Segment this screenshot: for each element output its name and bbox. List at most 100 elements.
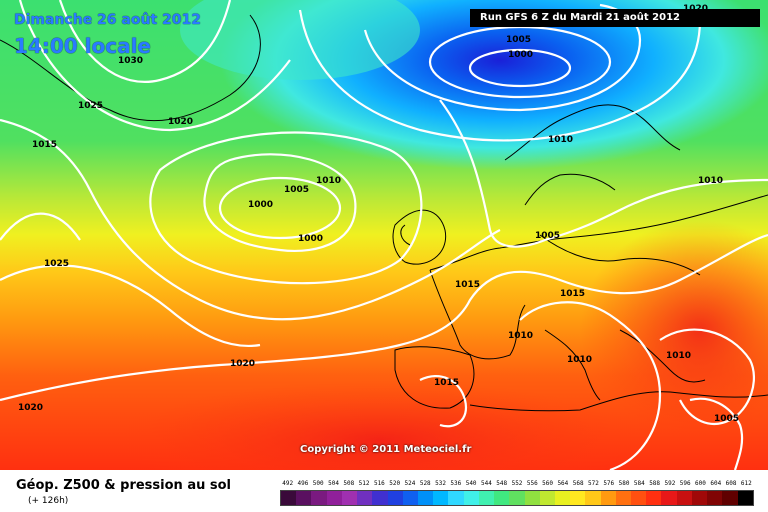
scale-swatch <box>494 491 510 505</box>
isobar-label: 1015 <box>560 289 585 299</box>
scale-value: 584 <box>633 480 645 487</box>
scale-value: 544 <box>480 480 492 487</box>
map-canvas: 1030 1025 1020 1015 1025 1020 1020 1005 … <box>0 0 768 470</box>
isobar-label: 1015 <box>455 280 480 290</box>
scale-value: 520 <box>389 480 401 487</box>
scale-swatch <box>448 491 464 505</box>
scale-swatch <box>585 491 601 505</box>
scale-value: 552 <box>511 480 523 487</box>
scale-value: 564 <box>557 480 569 487</box>
scale-value: 576 <box>603 480 615 487</box>
scale-value: 500 <box>312 480 324 487</box>
scale-swatch <box>554 491 571 505</box>
forecast-date: Dimanche 26 août 2012 <box>14 12 201 28</box>
isobar-label: 1005 <box>506 35 531 45</box>
isobar-label: 1020 <box>168 117 193 127</box>
warm-core-south <box>120 380 640 470</box>
scale-swatch <box>737 491 753 505</box>
scale-swatch <box>296 491 312 505</box>
scale-value: 580 <box>618 480 630 487</box>
scale-value: 512 <box>358 480 370 487</box>
isobar-label: 1025 <box>44 259 69 269</box>
scale-swatch <box>311 491 327 505</box>
isobar-label: 1000 <box>298 234 323 244</box>
scale-swatch <box>661 491 677 505</box>
isobar-label: 1015 <box>32 140 57 150</box>
run-info: Run GFS 6 Z du Mardi 21 août 2012 <box>470 9 760 27</box>
scale-swatch <box>372 491 388 505</box>
scale-value: 568 <box>572 480 584 487</box>
scale-value: 596 <box>679 480 691 487</box>
isobar-label: 1005 <box>535 231 560 241</box>
isobar-label: 1020 <box>230 359 255 369</box>
scale-swatch <box>570 491 586 505</box>
scale-swatch <box>539 491 555 505</box>
scale-value: 604 <box>710 480 722 487</box>
scale-value: 516 <box>373 480 385 487</box>
scale-swatch <box>463 491 479 505</box>
isobar-label: 1010 <box>567 355 592 365</box>
copyright: Copyright © 2011 Meteociel.fr <box>300 444 472 455</box>
forecast-offset: (+ 126h) <box>28 496 69 506</box>
weather-map: 1030 1025 1020 1015 1025 1020 1020 1005 … <box>0 0 768 470</box>
scale-swatch <box>600 491 616 505</box>
scale-swatch <box>387 491 403 505</box>
scale-swatch <box>402 491 418 505</box>
scale-swatch <box>615 491 632 505</box>
scale-swatch <box>417 491 434 505</box>
scale-swatch <box>707 491 723 505</box>
scale-swatch <box>357 491 373 505</box>
scale-swatch <box>281 491 297 505</box>
scale-value: 608 <box>725 480 737 487</box>
scale-swatch <box>524 491 540 505</box>
isobar-label: 1005 <box>714 414 739 424</box>
scale-value: 492 <box>282 480 294 487</box>
isobar-label: 1015 <box>434 378 459 388</box>
scale-swatch <box>676 491 692 505</box>
scale-value: 572 <box>588 480 599 487</box>
color-scale-bar <box>280 490 754 506</box>
scale-swatch <box>691 491 708 505</box>
coastlines <box>0 14 768 412</box>
scale-value: 600 <box>695 480 706 487</box>
isobar-label: 1010 <box>666 351 691 361</box>
scale-value: 528 <box>419 480 431 487</box>
scale-swatch <box>509 491 525 505</box>
scale-value: 592 <box>664 480 676 487</box>
map-title: Géop. Z500 & pression au sol <box>16 478 231 493</box>
forecast-time: 14:00 locale <box>14 34 151 58</box>
scale-swatch <box>631 491 647 505</box>
color-scale-labels: 492 496 500 504 508 512 516 520 524 528 532 536 540 5… <box>280 480 754 490</box>
legend-footer: Géop. Z500 & pression au sol (+ 126h) 49… <box>0 470 768 512</box>
isobar-label: 1000 <box>508 50 533 60</box>
scale-swatch <box>478 491 495 505</box>
scale-value: 540 <box>465 480 477 487</box>
isobar-label: 1000 <box>248 200 273 210</box>
scale-value: 496 <box>297 480 309 487</box>
scale-value: 532 <box>435 480 446 487</box>
scale-value: 536 <box>450 480 462 487</box>
isobar-label: 1010 <box>698 176 723 186</box>
isobar-label: 1005 <box>284 185 309 195</box>
scale-value: 612 <box>740 480 752 487</box>
scale-value: 524 <box>404 480 416 487</box>
isobar-labels: 1030 1025 1020 1015 1025 1020 1020 1005 … <box>18 4 739 424</box>
scale-value: 556 <box>526 480 538 487</box>
scale-swatch <box>433 491 449 505</box>
isobar-label: 1030 <box>118 56 143 66</box>
isobar-label: 1010 <box>548 135 573 145</box>
scale-value: 548 <box>496 480 508 487</box>
scale-value: 588 <box>649 480 661 487</box>
scale-swatch <box>326 491 342 505</box>
scale-swatch <box>722 491 738 505</box>
scale-value: 508 <box>343 480 355 487</box>
isobar-label: 1020 <box>18 403 43 413</box>
warm-core-east <box>580 220 768 440</box>
isobar-label: 1010 <box>316 176 341 186</box>
scale-value: 504 <box>328 480 339 487</box>
isobar-label: 1010 <box>508 331 533 341</box>
isobar-label: 1025 <box>78 101 103 111</box>
scale-swatch <box>646 491 662 505</box>
scale-value: 560 <box>542 480 553 487</box>
isobars <box>0 0 768 470</box>
